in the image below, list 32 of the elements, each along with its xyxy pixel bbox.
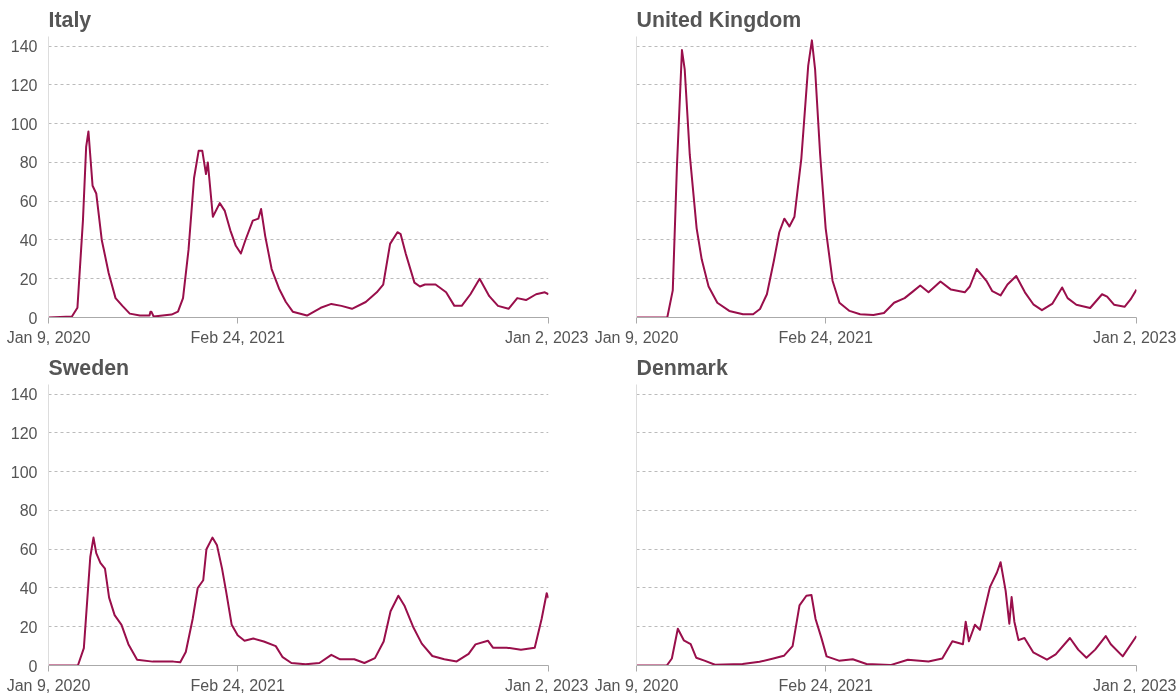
y-tick-label: 40 xyxy=(19,231,38,249)
y-tick-label: 20 xyxy=(19,270,38,288)
y-tick-label: 140 xyxy=(10,386,38,404)
x-tick-label: Jan 9, 2020 xyxy=(6,328,91,346)
x-tick-label: Feb 24, 2021 xyxy=(190,676,285,694)
x-tick-label: Jan 2, 2023 xyxy=(504,328,589,346)
chart-title: Denmark xyxy=(636,355,728,380)
y-tick-label: 120 xyxy=(10,76,38,94)
x-tick-label: Feb 24, 2021 xyxy=(778,328,873,346)
chart-title: Sweden xyxy=(48,355,130,380)
y-tick-label: 0 xyxy=(28,657,38,675)
y-tick-label: 140 xyxy=(10,38,38,56)
y-tick-label: 40 xyxy=(19,579,38,597)
x-tick-label: Jan 2, 2023 xyxy=(1092,328,1176,346)
y-tick-label: 20 xyxy=(19,618,38,636)
x-tick-label: Feb 24, 2021 xyxy=(778,676,873,694)
x-tick-label: Jan 9, 2020 xyxy=(6,676,91,694)
x-tick-label: Jan 2, 2023 xyxy=(1092,676,1176,694)
y-tick-label: 60 xyxy=(19,541,38,559)
x-tick-label: Jan 9, 2020 xyxy=(594,676,679,694)
y-tick-label: 120 xyxy=(10,424,38,442)
y-tick-label: 60 xyxy=(19,193,38,211)
y-tick-label: 80 xyxy=(19,154,38,172)
y-tick-label: 100 xyxy=(10,463,38,481)
x-tick-label: Jan 2, 2023 xyxy=(504,676,589,694)
y-tick-label: 80 xyxy=(19,502,38,520)
x-tick-label: Jan 9, 2020 xyxy=(594,328,679,346)
chart-title: United Kingdom xyxy=(636,7,802,32)
y-tick-label: 0 xyxy=(28,309,38,327)
y-tick-label: 100 xyxy=(10,115,38,133)
x-tick-label: Feb 24, 2021 xyxy=(190,328,285,346)
chart-title: Italy xyxy=(48,7,92,32)
